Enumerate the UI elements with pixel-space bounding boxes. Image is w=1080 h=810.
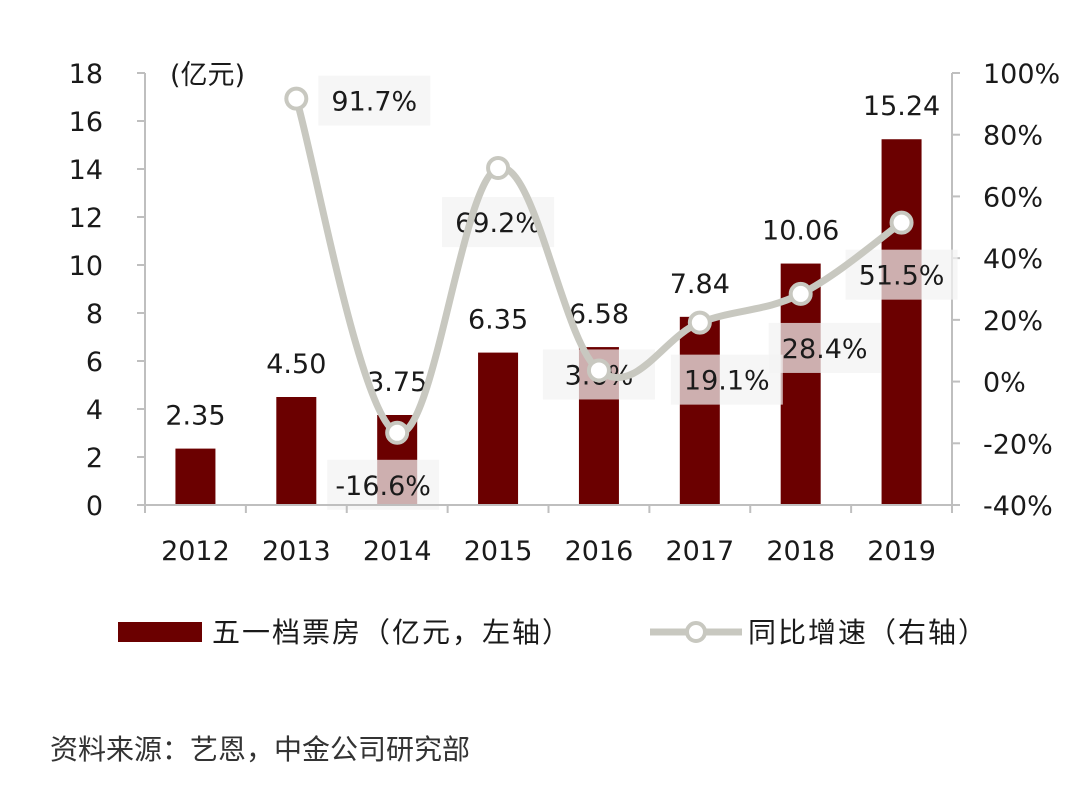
bar — [276, 397, 317, 505]
x-axis-category-label: 2014 — [363, 536, 432, 567]
right-axis: -40% -20% 0% 20% 40% 60% 80% 100% — [951, 59, 1060, 522]
source-note: 资料来源：艺恩，中金公司研究部 — [50, 733, 471, 766]
line-point — [284, 86, 309, 111]
legend-line-label: 同比增速（右轴） — [748, 616, 988, 649]
bar — [478, 352, 519, 505]
line-point — [486, 156, 511, 181]
right-axis-tick-label: 60% — [983, 182, 1043, 213]
left-axis-tick-label: 18 — [69, 59, 103, 90]
left-axis-tick-label: 12 — [69, 203, 103, 234]
right-axis-tick-label: 20% — [983, 306, 1043, 337]
bar-value-label: 6.58 — [569, 299, 629, 330]
left-axis-tick-label: 6 — [86, 347, 103, 378]
left-axis-tick-label: 8 — [86, 299, 103, 330]
left-axis-tick-label: 4 — [86, 395, 103, 426]
line-label-box — [670, 354, 783, 405]
left-axis-tick-label: 10 — [69, 251, 103, 282]
x-axis-category-label: 2017 — [665, 536, 734, 567]
line-value-label: 91.7% — [331, 87, 417, 118]
left-axis-tick-label: 0 — [86, 491, 103, 522]
right-axis-tick-label: -20% — [983, 429, 1053, 460]
legend-bar-swatch — [118, 622, 202, 642]
line-point — [385, 420, 410, 445]
bar-value-label: 7.84 — [670, 269, 730, 300]
bar — [679, 316, 720, 505]
left-axis-tick-label: 14 — [69, 155, 103, 186]
right-axis-tick-label: 0% — [983, 368, 1026, 399]
line-label-box — [327, 459, 440, 510]
left-axis-tick-label: 2 — [86, 443, 103, 474]
x-axis-category-label: 2013 — [262, 536, 331, 567]
bar-value-label: 3.75 — [367, 367, 427, 398]
combo-chart: 0 2 4 6 8 10 12 14 16 18 -40% -20% 0% 20% 40% 60% 80% 10… — [69, 59, 1061, 649]
legend-line-marker — [685, 621, 707, 643]
x-axis-category-label: 2018 — [766, 536, 835, 567]
line-value-label: 28.4% — [782, 334, 868, 365]
right-axis-tick-label: 80% — [983, 121, 1043, 152]
line-label-box — [845, 249, 958, 300]
left-axis: 0 2 4 6 8 10 12 14 16 18 — [69, 59, 146, 522]
bar-value-label: 2.35 — [165, 401, 225, 432]
growth-line — [292, 97, 904, 437]
line-value-label: 51.5% — [859, 261, 945, 292]
x-axis: 2012 2013 2014 2015 2016 2017 2018 2019 — [144, 504, 953, 567]
line-point — [586, 358, 611, 383]
line-point — [889, 210, 914, 235]
bar-value-label: 4.50 — [266, 349, 326, 380]
line-label-box — [318, 75, 431, 126]
x-axis-category-label: 2015 — [464, 536, 533, 567]
line-value-label: 19.1% — [684, 366, 770, 397]
legend-bar-label: 五一档票房（亿元，左轴） — [212, 616, 572, 649]
bar-series: 2.35 4.50 3.75 6.35 6.58 7.84 10.06 15.24 — [165, 91, 940, 506]
x-axis-category-label: 2016 — [565, 536, 634, 567]
line-label-box — [768, 322, 881, 373]
line-point — [788, 281, 813, 306]
right-axis-tick-label: -40% — [983, 491, 1053, 522]
left-axis-unit-label: (亿元) — [170, 60, 245, 91]
left-axis-tick-label: 16 — [69, 107, 103, 138]
line-value-label: -16.6% — [335, 471, 431, 502]
legend: 五一档票房（亿元，左轴） 同比增速（右轴） — [118, 616, 988, 649]
bar-value-label: 15.24 — [863, 91, 940, 122]
bar-value-label: 6.35 — [468, 305, 528, 336]
right-axis-tick-label: 100% — [983, 59, 1060, 90]
bar — [881, 139, 922, 506]
right-axis-tick-label: 40% — [983, 244, 1043, 275]
x-axis-category-label: 2012 — [161, 536, 230, 567]
line-point — [687, 310, 712, 335]
line-series: 91.7%-16.6%69.2%3.6%19.1%28.4%51.5% — [284, 75, 958, 510]
bar — [175, 448, 216, 505]
bar-value-label: 10.06 — [762, 216, 839, 247]
x-axis-category-label: 2019 — [867, 536, 936, 567]
